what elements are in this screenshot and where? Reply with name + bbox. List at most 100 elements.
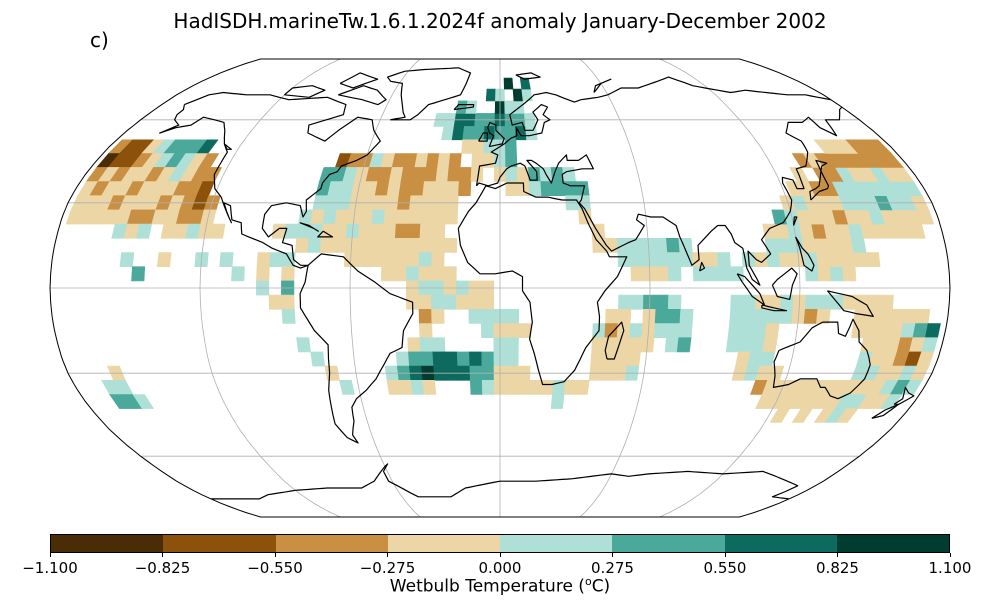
- anomaly-cell: [296, 337, 311, 353]
- colorbar-segment: [612, 535, 725, 552]
- anomaly-cell: [339, 380, 355, 395]
- anomaly-cell: [762, 337, 778, 353]
- anomaly-cell: [443, 238, 458, 253]
- anomaly-cell: [521, 88, 533, 102]
- coastline: [699, 261, 706, 272]
- anomaly-cell: [322, 209, 338, 225]
- coastline: [159, 91, 381, 269]
- coastline: [826, 290, 874, 317]
- anomaly-cell: [418, 309, 433, 324]
- anomaly-cell: [764, 238, 780, 253]
- anomaly-cell: [505, 337, 519, 353]
- anomaly-cell: [817, 266, 832, 282]
- coastlines: [159, 67, 915, 500]
- anomaly-cell: [468, 309, 482, 324]
- anomaly-cell: [627, 337, 643, 353]
- anomaly-cell: [563, 380, 578, 395]
- anomaly-cell: [359, 209, 374, 225]
- coastline: [317, 230, 334, 238]
- coastline: [223, 143, 232, 150]
- anomaly-cell: [879, 294, 894, 310]
- colorbar-tick-mark: [499, 553, 501, 557]
- anomaly-cell: [418, 323, 433, 338]
- anomaly-cell: [817, 294, 832, 310]
- anomaly-cell: [383, 209, 398, 225]
- anomaly-cell: [829, 266, 844, 282]
- anomaly-cell: [769, 408, 791, 423]
- world-map: [49, 58, 951, 518]
- coastline: [299, 253, 414, 444]
- anomaly-cell: [518, 323, 532, 338]
- anomaly-cell: [281, 309, 296, 324]
- anomaly-cell: [333, 223, 348, 239]
- anomaly-cell: [393, 266, 407, 282]
- coastline: [772, 318, 871, 400]
- colorbar-tick-label: 0.275: [591, 559, 634, 577]
- coastline: [761, 304, 788, 312]
- anomaly-cell: [902, 309, 918, 324]
- anomaly-cell: [136, 223, 153, 239]
- anomaly-cell: [626, 351, 641, 367]
- colorbar-segment: [836, 535, 949, 552]
- colorbar-label-degree: o: [584, 575, 592, 588]
- anomaly-cell: [294, 238, 310, 253]
- anomaly-cell: [540, 181, 554, 196]
- anomaly-cell: [679, 309, 694, 324]
- anomaly-cell: [481, 294, 495, 310]
- anomaly-cell: [655, 294, 669, 310]
- anomaly-cell: [430, 294, 445, 310]
- anomaly-cell: [816, 252, 831, 267]
- anomaly-cell: [512, 88, 524, 102]
- anomaly-cell: [395, 351, 410, 367]
- anomaly-cell: [472, 139, 485, 154]
- anomaly-cell: [741, 309, 756, 324]
- colorbar-tick-label: 0.550: [703, 559, 747, 577]
- coastline: [515, 72, 541, 80]
- anomaly-cell: [444, 209, 459, 225]
- anomaly-cell: [131, 266, 146, 282]
- anomaly-cell: [605, 309, 619, 324]
- anomaly-cell: [356, 238, 371, 253]
- map-boundary: [49, 58, 951, 518]
- anomaly-cell: [432, 351, 446, 367]
- anomaly-cell: [269, 252, 284, 267]
- colorbar-tick-mark: [612, 553, 613, 557]
- colorbar-tick-label: −0.275: [359, 559, 416, 577]
- anomaly-cell: [816, 309, 831, 324]
- anomaly-cell: [519, 77, 531, 90]
- coastline: [771, 267, 798, 300]
- anomaly-cell: [525, 126, 538, 141]
- anomaly-cell: [461, 139, 474, 154]
- anomaly-cell: [370, 223, 385, 239]
- anomaly-cell: [231, 266, 245, 282]
- anomaly-cell: [412, 167, 427, 182]
- anomaly-cell: [505, 323, 519, 338]
- anomaly-cell: [727, 323, 743, 338]
- anomaly-cell: [406, 238, 421, 253]
- anomaly-cell: [667, 266, 682, 282]
- anomaly-cell: [334, 209, 350, 225]
- coastline: [809, 159, 830, 201]
- anomaly-cell: [717, 266, 732, 282]
- anomaly-cell: [422, 380, 437, 395]
- anomaly-cell: [505, 167, 518, 182]
- anomaly-cell: [828, 252, 844, 267]
- anomaly-cell: [425, 153, 440, 168]
- colorbar-tick-mark: [387, 553, 388, 557]
- anomaly-cell: [368, 252, 383, 267]
- anomaly-cell: [435, 167, 450, 182]
- anomaly-cell: [431, 309, 445, 324]
- anomaly-cell: [890, 309, 906, 324]
- anomaly-cell: [256, 252, 271, 267]
- anomaly-cell: [380, 266, 395, 282]
- anomaly-cell: [386, 380, 402, 395]
- colorbar-segment: [51, 535, 164, 552]
- anomaly-cell: [431, 252, 445, 267]
- coastline: [387, 67, 472, 121]
- coastline: [893, 386, 915, 405]
- anomaly-cell: [481, 380, 495, 395]
- anomaly-cell: [754, 309, 769, 324]
- anomaly-cell: [615, 337, 630, 353]
- anomaly-cell: [430, 266, 445, 282]
- coastline: [339, 72, 379, 89]
